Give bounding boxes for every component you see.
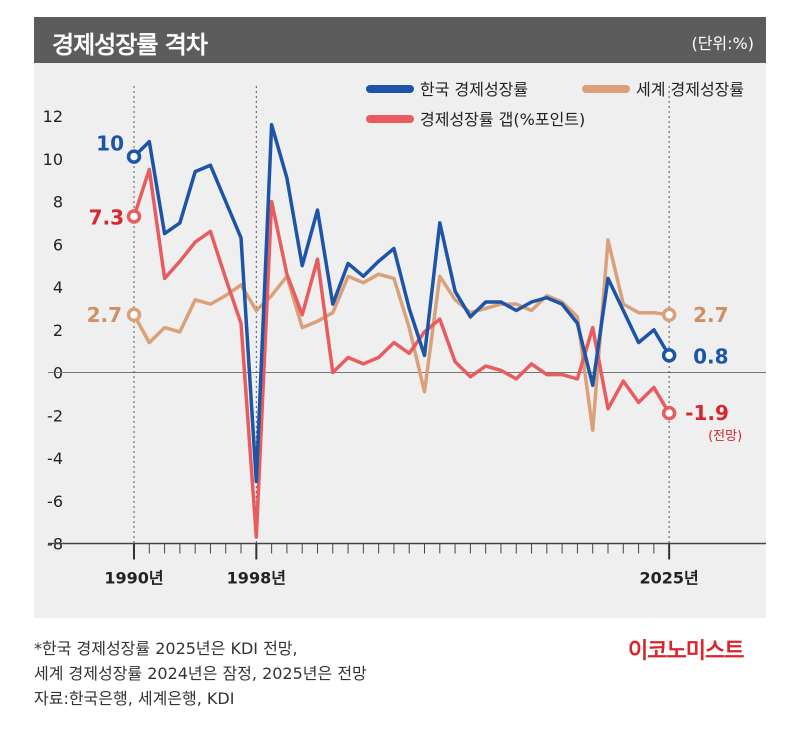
data-point-marker <box>126 209 142 224</box>
series-line <box>132 122 671 484</box>
footnote-line: 자료:한국은행, 세계은행, KDI <box>34 689 235 708</box>
legend-label: 한국 경제성장률 <box>420 80 528 99</box>
unit-label: (단위:%) <box>691 34 754 53</box>
x-tick-label: 2025년 <box>640 569 699 588</box>
data-label: 10 <box>96 132 124 156</box>
data-point-marker <box>126 307 142 323</box>
chart-header: 경제성장률 격차 (단위:%) <box>34 17 766 63</box>
x-tick-label: 1998년 <box>227 569 286 588</box>
data-label: 0.8 <box>693 344 728 368</box>
legend-label: 세계 경제성장률 <box>636 80 744 99</box>
y-tick-label: 4 <box>53 278 63 297</box>
y-tick-label: 8 <box>53 193 63 212</box>
chart-title: 경제성장률 격차 <box>52 31 208 59</box>
y-tick-label: 12 <box>43 107 63 126</box>
chart-panel: 12 10 8 6 4 2 0 -2 -4 -6 -8 1990년 1998년 2025년 10 7.3 2.7… <box>34 63 766 618</box>
footnotes: *한국 경제성장률 2025년은 KDI 전망, 세계 경제성장률 2024년은… <box>34 636 367 711</box>
brand-logo: 이코노미스트 <box>628 639 744 664</box>
y-tick-label: 6 <box>53 235 63 254</box>
data-point-marker <box>661 405 677 421</box>
y-tick-label: 10 <box>43 150 63 169</box>
footnote-line: *한국 경제성장률 2025년은 KDI 전망, <box>34 639 298 658</box>
y-tick-label: 2 <box>53 321 63 340</box>
data-point-marker <box>661 307 677 323</box>
y-tick-label: -4 <box>47 449 63 468</box>
y-tick-label: -2 <box>47 406 63 425</box>
data-point-marker <box>126 149 142 164</box>
data-label: 2.7 <box>87 303 122 327</box>
series-line <box>132 167 671 539</box>
y-tick-label: -6 <box>47 492 63 511</box>
data-sublabel: (전망) <box>708 429 742 444</box>
data-label: 2.7 <box>693 303 728 327</box>
data-point-marker <box>661 348 677 363</box>
legend-label: 경제성장률 갭(%포인트) <box>420 110 585 129</box>
data-label: -1.9 <box>685 401 729 425</box>
x-tick-label: 1990년 <box>104 569 163 588</box>
data-label: 7.3 <box>89 205 124 229</box>
footnote-line: 세계 경제성장률 2024년은 잠정, 2025년은 전망 <box>34 664 367 683</box>
